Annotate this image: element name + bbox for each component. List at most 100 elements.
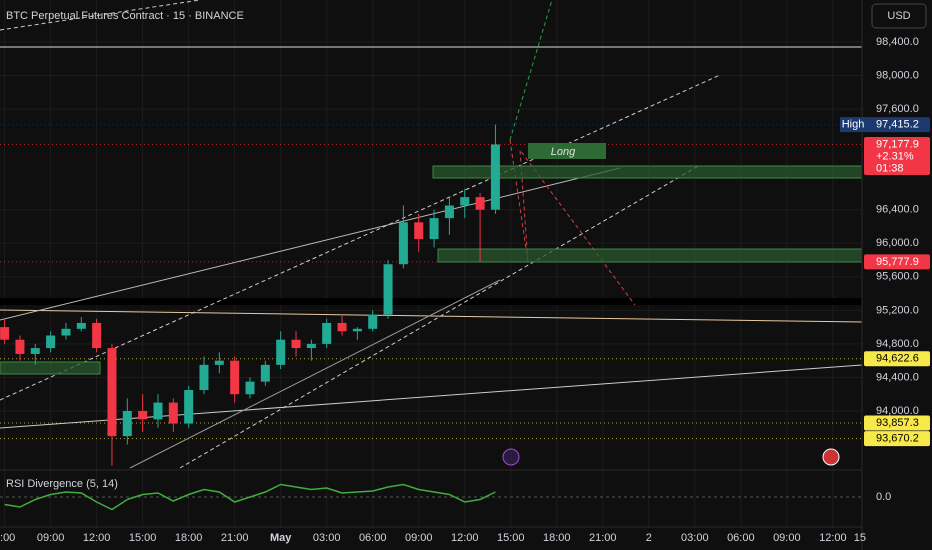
candle-body [92, 322, 102, 349]
x-tick-label: 21:00 [589, 532, 617, 544]
candle-body [291, 339, 301, 349]
y-tick-label: 94,400.0 [876, 371, 919, 383]
candle-body [460, 197, 470, 206]
candle-body [475, 197, 485, 210]
x-tick-label: 12:00 [451, 532, 479, 544]
price-label-box [864, 254, 930, 270]
x-tick-label: 18:00 [543, 532, 571, 544]
candle-body [46, 335, 56, 349]
zone [0, 361, 101, 375]
dashed-line [0, 0, 201, 31]
y-tick-label: 96,000.0 [876, 237, 919, 249]
event-icon[interactable] [502, 448, 520, 466]
overlay: 6:00 09:00 12:00 15:00 18:00 21:00 May 03:00 06:… [0, 36, 930, 544]
candle-body [306, 343, 316, 349]
price-label: 95,777.9 [876, 256, 919, 268]
drawings: Long [0, 0, 863, 469]
price-label: 94,622.6 [876, 353, 919, 365]
x-tick-label: 12:00 [819, 532, 847, 544]
candle-body [414, 222, 424, 240]
x-tick-label: 09:00 [405, 532, 433, 544]
candle-body [15, 339, 25, 354]
y-tick-label: 97,600.0 [876, 103, 919, 115]
price-label-box [864, 351, 930, 367]
candle-body [383, 264, 393, 315]
icons [502, 448, 840, 466]
trend-line [129, 279, 501, 469]
candle-body [76, 322, 86, 329]
currency-button[interactable] [871, 3, 927, 29]
y-tick-label: 94,800.0 [876, 338, 919, 350]
price-label-box [864, 136, 930, 175]
chart-title: BTC Perpetual Futures Contract · 15 · BI… [6, 10, 244, 22]
x-tick-label: 09:00 [773, 532, 801, 544]
candle-body [0, 327, 10, 340]
trend-line [0, 309, 863, 323]
candle-body [184, 390, 194, 424]
projection [509, 0, 553, 141]
candle-body [153, 402, 163, 420]
candle-body [260, 364, 270, 382]
price-label-box [864, 117, 930, 133]
price-label-box [864, 415, 930, 431]
x-tick-label: 15 [854, 532, 866, 544]
projection [509, 139, 636, 306]
x-tick-label: 03:00 [681, 532, 709, 544]
price-label: 93,857.3 [876, 417, 919, 429]
x-tick-label: 06:00 [359, 532, 387, 544]
candle-body [214, 360, 224, 365]
candle-body [429, 218, 439, 240]
countdown: 01:38 [876, 162, 904, 174]
price-change: +2.31% [876, 150, 914, 162]
candle-body [122, 410, 132, 437]
candle-body [337, 322, 347, 332]
candle-body [322, 322, 332, 344]
price-label-box [864, 431, 930, 447]
candle-body [30, 348, 40, 354]
candle-body [168, 402, 178, 424]
x-tick-label: 06:00 [727, 532, 755, 544]
candle-body [352, 328, 362, 332]
y-tick-label: 95,200.0 [876, 304, 919, 316]
y-tick-label: 98,000.0 [876, 69, 919, 81]
y-tick-label: 96,400.0 [876, 204, 919, 216]
candle-body [199, 364, 209, 391]
price-name: High [842, 118, 865, 130]
price-label: 97,415.2 [876, 118, 919, 130]
candle-body [490, 144, 500, 210]
flag-icon[interactable] [822, 448, 840, 466]
candle-body [444, 205, 454, 219]
candle-body [398, 222, 408, 265]
x-tick-label: 03:00 [313, 532, 341, 544]
candle-body [276, 339, 286, 365]
x-tick-label: 2 [646, 532, 652, 544]
x-tick-label: 09:00 [37, 532, 65, 544]
price-label: 93,670.2 [876, 433, 919, 445]
x-tick-label: May [270, 532, 292, 544]
y-tick-label: 98,400.0 [876, 36, 919, 48]
trend-line [0, 167, 621, 321]
candle-body [230, 360, 240, 395]
candle-body [138, 410, 148, 420]
long-box [528, 143, 606, 159]
x-tick-label: 15:00 [497, 532, 525, 544]
indicator-name: RSI Divergence (5, 14) [6, 478, 118, 490]
price-label: 97,177.9 [876, 138, 919, 150]
x-tick-label: 12:00 [83, 532, 111, 544]
rsi-tick-label: 0.0 [876, 491, 891, 503]
currency[interactable]: USD [887, 10, 910, 22]
x-tick-label: 6:00 [0, 532, 15, 544]
dashed-line [0, 74, 721, 401]
price-name-box [840, 117, 866, 133]
dashed-line [179, 164, 701, 469]
candles [0, 124, 500, 511]
candle-body [107, 348, 117, 437]
zone [437, 248, 863, 263]
rsi-line [4, 483, 496, 511]
y-tick-label: 94,000.0 [876, 405, 919, 417]
grid [0, 0, 862, 527]
candle-body [61, 328, 71, 336]
